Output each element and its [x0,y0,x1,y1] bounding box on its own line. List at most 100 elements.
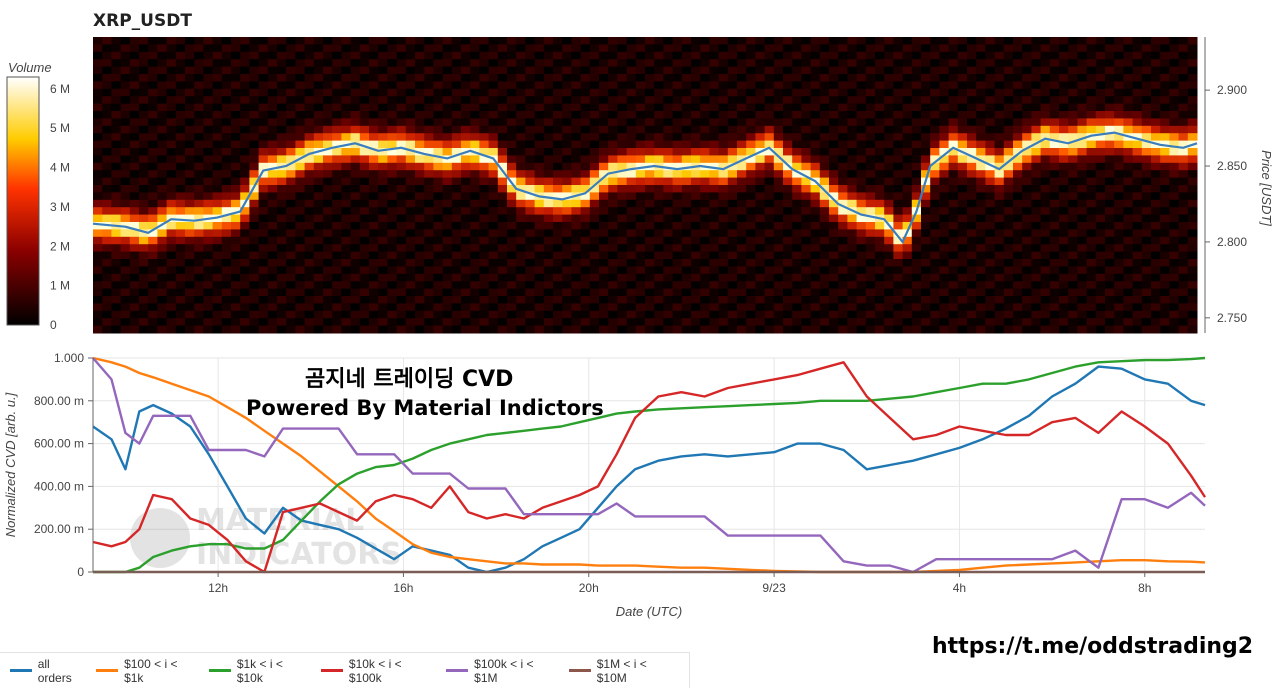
heatmap-cell [626,273,637,282]
heatmap-cell [875,266,885,275]
heatmap-cell [93,222,103,230]
legend-item[interactable]: $1M < i < $10M [569,657,679,685]
heatmap-cell [1141,236,1152,245]
heatmap-cell [203,111,214,119]
heatmap-cell [746,273,756,282]
heatmap-cell [405,88,416,97]
heatmap-cell [424,229,434,238]
heatmap-cell [1013,207,1023,216]
heatmap-cell [930,273,940,282]
heatmap-cell [1169,318,1180,327]
heatmap-cell [700,318,710,327]
heatmap-cell [755,199,766,208]
heatmap-cell [286,288,296,297]
heatmap-cell [507,81,517,90]
heatmap-cell [1077,59,1088,68]
heatmap-cell [1040,310,1051,319]
heatmap-cell [884,207,894,216]
heatmap-cell [1141,325,1152,334]
heatmap-cell [378,192,388,201]
heatmap-cell [1141,125,1152,134]
heatmap-cell [819,74,830,82]
heatmap-cell [221,259,232,267]
heatmap-cell [497,81,508,90]
heatmap-cell [921,325,931,334]
legend-item[interactable]: $100k < i < $1M [446,657,559,685]
heatmap-cell [921,266,931,275]
heatmap-cell [1114,185,1124,193]
heatmap-cell [378,325,388,334]
heatmap-cell [663,103,674,112]
heatmap-cell [1022,125,1032,134]
heatmap-cell [129,170,140,179]
heatmap-cell [819,118,830,127]
heatmap-cell [286,199,296,208]
heatmap-cell [249,214,260,223]
heatmap-cell [433,318,444,327]
heatmap-cell [341,177,352,186]
heatmap-cell [387,222,398,230]
heatmap-cell [543,37,554,45]
heatmap-cell [856,214,867,223]
heatmap-cell [599,96,609,105]
heatmap-cell [1049,236,1060,245]
heatmap-cell [737,303,747,312]
heatmap-cell [166,66,177,75]
legend-item[interactable]: $100 < i < $1k [96,657,199,685]
heatmap-cell [1178,192,1189,201]
heatmap-cell [773,44,784,53]
heatmap-cell [921,51,931,60]
heatmap-cell [139,266,149,275]
heatmap-cell [718,103,729,112]
heatmap-cell [249,59,260,68]
heatmap-cell [727,259,738,267]
heatmap-cell [893,199,904,208]
heatmap-cell [911,310,922,319]
legend-item[interactable]: all orders [10,657,86,685]
heatmap-cell [884,133,894,142]
heatmap-cell [783,170,793,179]
heatmap-cell [507,88,517,97]
heatmap-cell [865,51,876,60]
heatmap-cell [203,37,214,45]
heatmap-cell [1151,59,1161,68]
heatmap-cell [626,244,637,253]
heatmap-cell [111,37,122,45]
legend-item[interactable]: $1k < i < $10k [209,657,311,685]
heatmap-cell [534,281,545,290]
heatmap-cell [341,259,352,267]
telegram-link[interactable]: https://t.me/oddstrading2 [932,634,1254,659]
heatmap-cell [893,288,904,297]
heatmap-cell [1049,162,1060,171]
heatmap-cell [1068,303,1078,312]
heatmap-cell [819,88,830,97]
heatmap-cell [1059,44,1069,53]
legend-item[interactable]: $10k < i < $100k [321,657,436,685]
heatmap-cell [562,229,572,238]
heatmap-cell [948,44,959,53]
heatmap-cell [240,185,250,193]
heatmap-cell [939,325,950,334]
heatmap-cell [976,155,986,164]
heatmap-cell [755,318,766,327]
heatmap-cell [884,37,894,45]
heatmap-cell [948,170,959,179]
price-tick: 2.900 [1217,83,1247,97]
heatmap-cell [700,214,710,223]
heatmap-cell [985,214,996,223]
heatmap-cell [691,214,701,223]
heatmap-cell [727,96,738,105]
heatmap-cell [111,192,122,201]
heatmap-cell [1169,37,1180,45]
heatmap-cell [599,185,609,193]
heatmap-cell [415,96,425,105]
heatmap-cell [553,140,563,149]
heatmap-cell [1095,148,1106,156]
heatmap-cell [700,281,710,290]
heatmap-cell [672,214,683,223]
heatmap-cell [829,162,839,171]
heatmap-cell [1040,281,1051,290]
heatmap-cell [396,118,407,127]
heatmap-cell [286,177,296,186]
heatmap-cell [1040,111,1051,119]
